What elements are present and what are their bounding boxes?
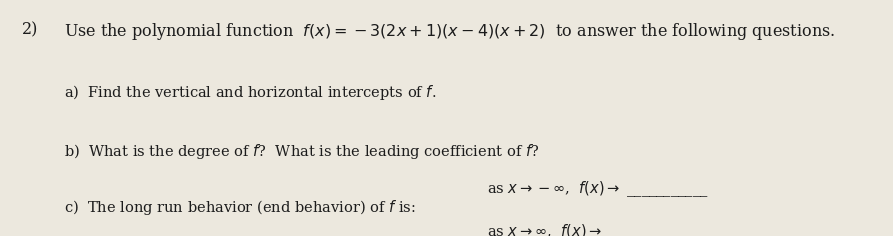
Text: b)  What is the degree of $f$?  What is the leading coefficient of $f$?: b) What is the degree of $f$? What is th… — [64, 142, 539, 161]
Text: Use the polynomial function  $f(x)=-3(2x+1)(x-4)(x+2)$  to answer the following : Use the polynomial function $f(x)=-3(2x+… — [64, 21, 836, 42]
Text: a)  Find the vertical and horizontal intercepts of $f$.: a) Find the vertical and horizontal inte… — [64, 83, 437, 102]
Text: 2): 2) — [22, 21, 38, 38]
Text: c)  The long run behavior (end behavior) of $f$ is:: c) The long run behavior (end behavior) … — [64, 198, 416, 217]
Text: as $x\rightarrow -\infty$,  $f(x)\rightarrow$ ___________: as $x\rightarrow -\infty$, $f(x)\rightar… — [487, 179, 708, 199]
Text: as $x\rightarrow \infty$,  $f(x)\rightarrow$ ___________: as $x\rightarrow \infty$, $f(x)\rightarr… — [487, 222, 690, 236]
